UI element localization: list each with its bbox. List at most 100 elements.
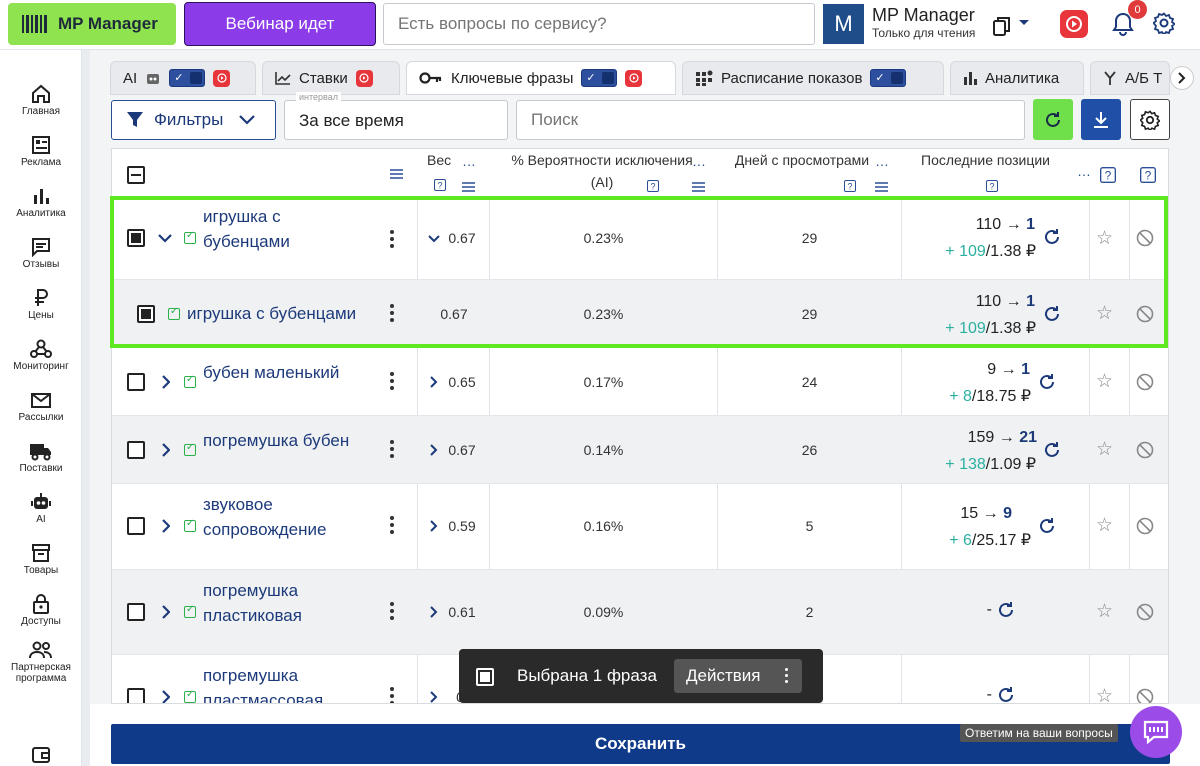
tab-analytics[interactable]: Аналитика	[950, 61, 1084, 95]
keyword-text[interactable]: погремушка бубен	[203, 431, 350, 450]
sidebar-item-home[interactable]: Главная	[0, 84, 82, 117]
table-row[interactable]: погремушка бубен 0.67 0.14% 26 159 → 21 …	[112, 416, 1168, 484]
chevron-right-icon[interactable]	[162, 375, 170, 389]
sidebar-item-supplies[interactable]: Поставки	[0, 441, 82, 474]
chevron-down-icon[interactable]	[158, 234, 172, 244]
favorite-star-icon[interactable]: ☆	[1096, 686, 1114, 704]
actions-button[interactable]: Действия	[674, 659, 802, 693]
sidebar-item-prices[interactable]: Цены	[0, 288, 82, 321]
selection-checkbox[interactable]	[476, 668, 494, 686]
row-checkbox[interactable]	[127, 373, 145, 391]
keyword-text[interactable]: игрушка с бубенцами	[187, 304, 357, 323]
chevron-down-icon[interactable]	[1018, 19, 1030, 27]
table-row[interactable]: игрушка с бубенцами 0.67 0.23% 29 110 → …	[112, 199, 1168, 280]
row-checkbox[interactable]	[127, 517, 145, 535]
header-days[interactable]: Дней с просмотрами	[727, 149, 877, 199]
tab-keywords-toggle[interactable]: ✓	[581, 69, 618, 87]
sidebar-item-analytics[interactable]: Аналитика	[0, 186, 82, 219]
keyword-active-check-icon[interactable]	[184, 518, 196, 532]
header-weight[interactable]: Вес	[418, 149, 488, 199]
favorite-star-icon[interactable]: ☆	[1096, 303, 1114, 324]
refresh-position-icon[interactable]	[1042, 304, 1062, 324]
tab-keywords[interactable]: Ключевые фразы ✓	[406, 61, 676, 95]
favorite-star-icon[interactable]: ☆	[1096, 439, 1114, 460]
account-name[interactable]: MP Manager	[872, 5, 975, 25]
tab-schedule-toggle[interactable]: ✓	[870, 69, 907, 87]
chevron-right-icon[interactable]	[162, 443, 170, 457]
row-checkbox[interactable]	[127, 603, 145, 621]
exclude-ban-icon[interactable]	[1136, 229, 1154, 247]
favorite-star-icon[interactable]: ☆	[1096, 371, 1114, 392]
column-menu-icon[interactable]	[692, 182, 705, 192]
chevron-down-icon[interactable]	[428, 235, 440, 243]
keyword-active-check-icon[interactable]	[184, 442, 196, 456]
account-avatar[interactable]: M	[823, 4, 864, 44]
chevron-right-icon[interactable]	[162, 519, 170, 533]
chevron-right-icon[interactable]	[430, 444, 438, 456]
column-more-icon[interactable]: …	[1077, 163, 1091, 179]
period-select[interactable]: За все время	[284, 100, 508, 140]
logo-button[interactable]: MP Manager	[8, 3, 176, 45]
youtube-icon[interactable]	[625, 69, 643, 87]
row-checkbox[interactable]	[137, 305, 155, 323]
help-icon[interactable]: ?	[1140, 167, 1156, 183]
chevron-right-icon[interactable]	[162, 605, 170, 619]
youtube-icon[interactable]	[355, 69, 373, 87]
column-more-icon[interactable]: …	[875, 153, 889, 169]
help-icon[interactable]: ?	[1100, 167, 1116, 183]
refresh-position-icon[interactable]	[1042, 440, 1062, 460]
sidebar-item-monitoring[interactable]: Мониторинг	[0, 339, 82, 372]
row-menu-icon[interactable]	[390, 230, 394, 251]
header-exclusion[interactable]: % Вероятности исключения (AI)	[507, 149, 697, 199]
tab-ai-toggle[interactable]: ✓	[169, 69, 206, 87]
table-row[interactable]: бубен маленький 0.65 0.17% 24 9 → 1 + 8/…	[112, 348, 1168, 416]
row-menu-icon[interactable]	[390, 440, 394, 461]
row-checkbox[interactable]	[127, 441, 145, 459]
copy-icon[interactable]	[993, 16, 1011, 36]
favorite-star-icon[interactable]: ☆	[1096, 601, 1114, 622]
refresh-button[interactable]	[1033, 99, 1073, 140]
tab-ab-test[interactable]: А/Б Т	[1090, 61, 1170, 95]
sidebar-item-ads[interactable]: Реклама	[0, 135, 82, 168]
exclude-ban-icon[interactable]	[1136, 441, 1154, 459]
tabs-scroll-right-button[interactable]	[1170, 66, 1194, 90]
header-positions[interactable]: Последние позиции	[912, 149, 1072, 199]
youtube-icon[interactable]	[1060, 10, 1088, 38]
help-icon[interactable]: ?	[434, 179, 446, 191]
exclude-ban-icon[interactable]	[1136, 517, 1154, 535]
keyword-text[interactable]: звуковое сопровождение	[203, 495, 327, 539]
row-checkbox[interactable]	[127, 688, 145, 703]
exclude-ban-icon[interactable]	[1136, 688, 1154, 703]
chevron-right-icon[interactable]	[430, 520, 438, 532]
row-menu-icon[interactable]	[390, 304, 394, 325]
exclude-ban-icon[interactable]	[1136, 603, 1154, 621]
help-icon[interactable]: ?	[647, 180, 659, 192]
wallet-icon[interactable]	[31, 745, 51, 765]
tab-schedule[interactable]: Расписание показов ✓	[682, 61, 944, 95]
keyword-active-check-icon[interactable]	[168, 306, 180, 320]
favorite-star-icon[interactable]: ☆	[1096, 515, 1114, 536]
filters-button[interactable]: Фильтры	[111, 100, 276, 140]
help-icon[interactable]: ?	[986, 180, 998, 192]
tab-bids[interactable]: Ставки	[262, 61, 400, 95]
row-menu-icon[interactable]	[390, 687, 394, 703]
sidebar-item-access[interactable]: Доступы	[0, 594, 82, 627]
select-all-checkbox[interactable]	[127, 166, 145, 184]
keyword-text[interactable]: погремушка пластмассовая	[203, 666, 324, 704]
chevron-right-icon[interactable]	[430, 376, 438, 388]
chevron-right-icon[interactable]	[162, 690, 170, 703]
webinar-button[interactable]: Вебинар идет	[184, 2, 376, 46]
keyword-active-check-icon[interactable]	[184, 230, 196, 244]
sidebar-item-partners[interactable]: Партнерская программа	[0, 640, 82, 684]
table-row[interactable]: звуковое сопровождение 0.59 0.16% 5 15 →…	[112, 484, 1168, 570]
sidebar-item-reviews[interactable]: Отзывы	[0, 237, 82, 270]
favorite-star-icon[interactable]: ☆	[1096, 228, 1114, 249]
exclude-ban-icon[interactable]	[1136, 305, 1154, 323]
notifications-bell-icon[interactable]	[1112, 12, 1134, 36]
chevron-right-icon[interactable]	[430, 606, 438, 618]
table-row[interactable]: погремушка пластиковая 0.61 0.09% 2 - ☆	[112, 570, 1168, 655]
exclude-ban-icon[interactable]	[1136, 373, 1154, 391]
table-row-child[interactable]: игрушка с бубенцами 0.67 0.23% 29 110 → …	[112, 280, 1168, 348]
column-menu-icon[interactable]	[390, 169, 403, 179]
tab-ai[interactable]: AI ✓	[110, 61, 256, 95]
